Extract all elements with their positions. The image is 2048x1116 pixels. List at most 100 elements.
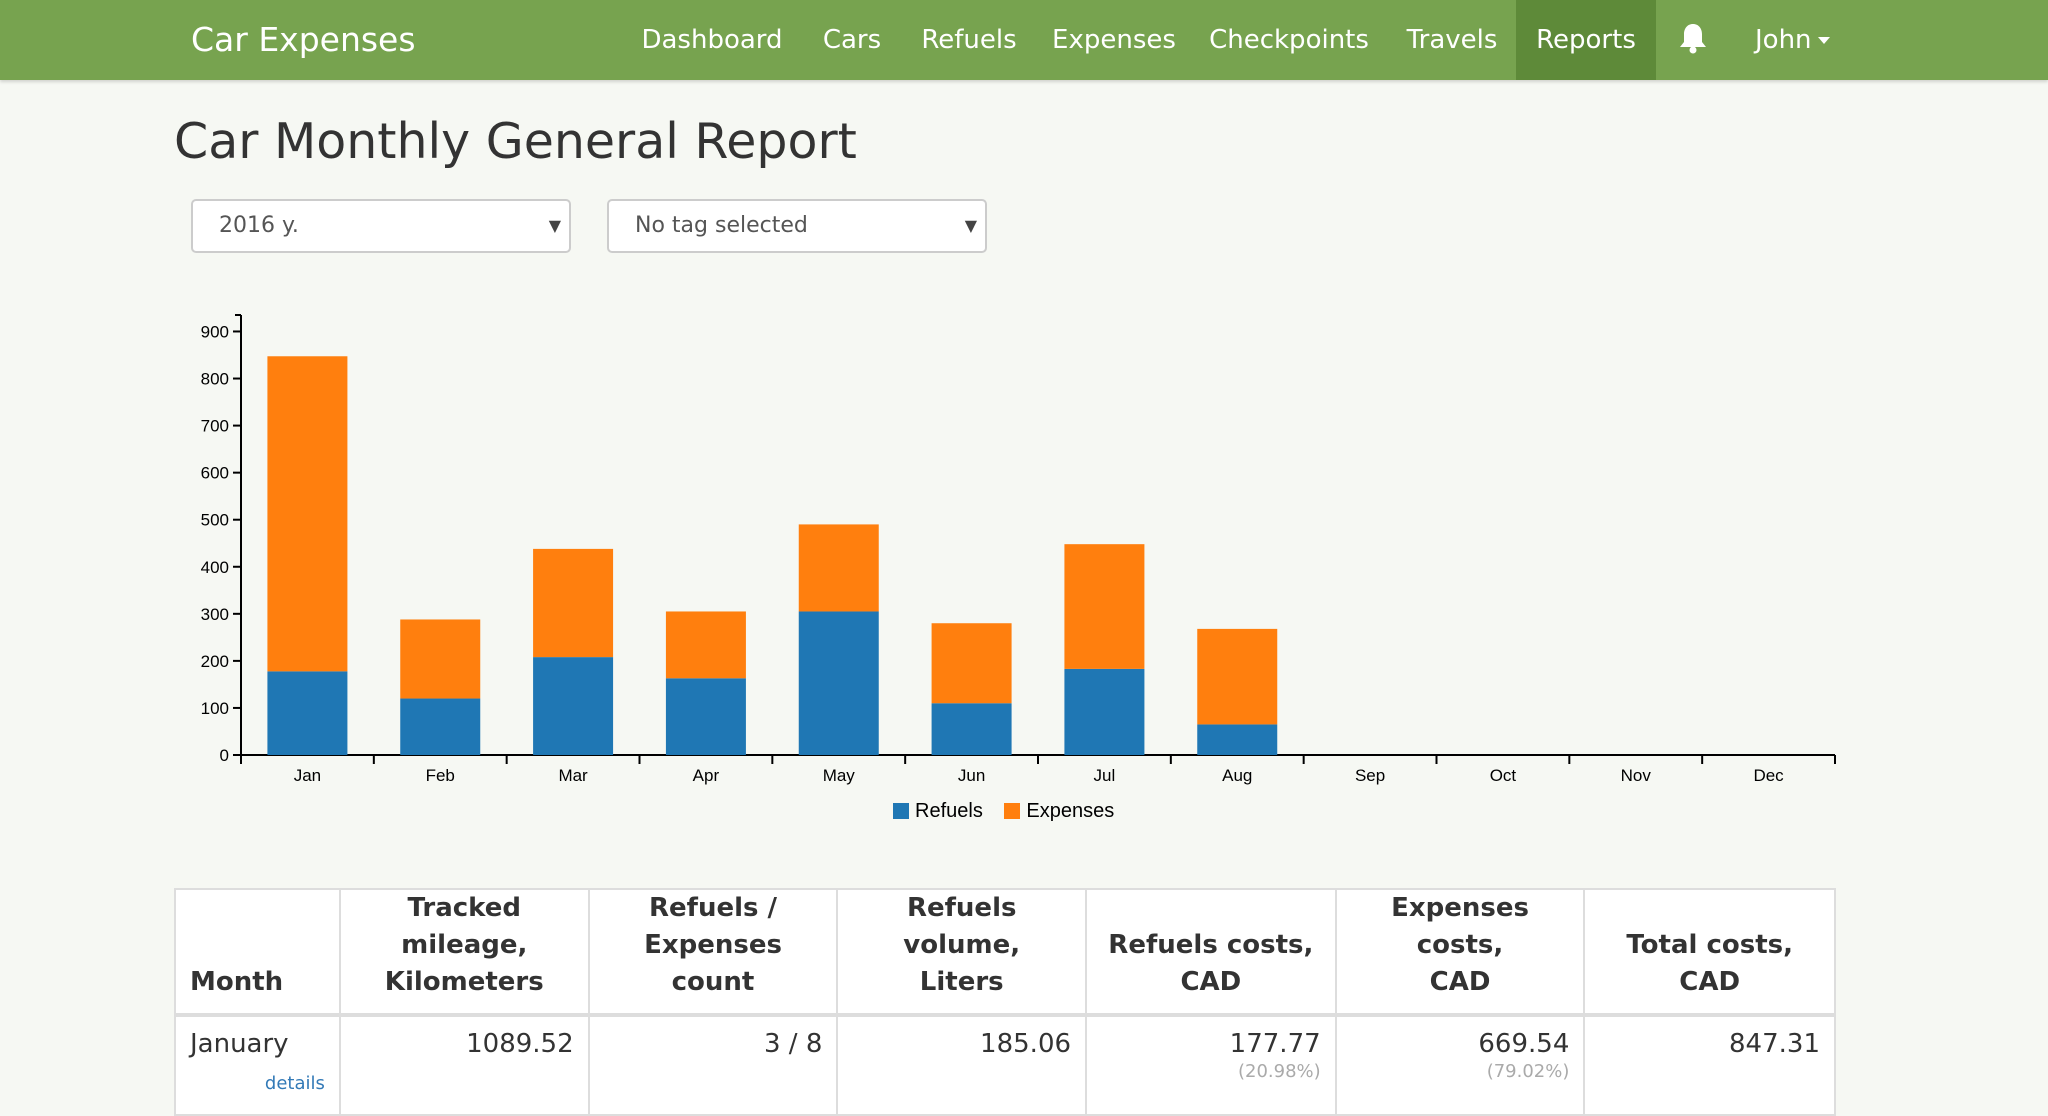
x-tick-label: Mar bbox=[558, 766, 588, 785]
column-header-label: CAD bbox=[1180, 967, 1242, 997]
bar-expenses-feb bbox=[400, 619, 481, 699]
x-tick-label: Nov bbox=[1621, 766, 1652, 785]
bar-refuels-apr bbox=[665, 678, 746, 755]
nav-refuels[interactable]: Refuels bbox=[921, 25, 1017, 55]
column-header-month[interactable]: Month bbox=[174, 888, 341, 1017]
column-header-label: Refuels volume, bbox=[903, 893, 1021, 960]
bar-expenses-may bbox=[798, 524, 879, 612]
nav-expenses[interactable]: Expenses bbox=[1052, 25, 1176, 55]
bar-refuels-aug bbox=[1197, 724, 1278, 755]
nav-cars[interactable]: Cars bbox=[822, 25, 882, 55]
bar-refuels-jun bbox=[931, 703, 1012, 755]
year-select[interactable]: 2016 y. ▼ bbox=[191, 199, 571, 253]
year-select-value: 2016 y. bbox=[219, 213, 299, 238]
top-navbar: Car Expenses Dashboard Cars Refuels Expe… bbox=[0, 0, 2048, 80]
dropdown-arrow-icon: ▼ bbox=[964, 216, 977, 235]
y-tick-label: 900 bbox=[201, 322, 229, 341]
column-header-total-costs[interactable]: Total costs, CAD bbox=[1583, 888, 1836, 1017]
bell-icon[interactable] bbox=[1678, 22, 1708, 56]
cell-refuel-cost: 177.77 (20.98%) bbox=[1085, 1014, 1337, 1116]
cell-expense-cost: 669.54 (79.02%) bbox=[1334, 1014, 1586, 1116]
bar-refuels-may bbox=[798, 611, 879, 755]
column-header-label: Expenses costs, bbox=[1391, 893, 1529, 960]
x-tick-label: Dec bbox=[1753, 766, 1784, 785]
cell-mileage: 1089.52 bbox=[338, 1014, 590, 1116]
bar-expenses-mar bbox=[533, 548, 614, 658]
bar-expenses-jan bbox=[267, 356, 348, 672]
column-header-label: Tracked mileage, bbox=[401, 893, 528, 960]
x-tick-label: Jun bbox=[958, 766, 985, 785]
bar-expenses-aug bbox=[1197, 628, 1278, 725]
user-name: John bbox=[1755, 25, 1812, 55]
chart-legend: Refuels Expenses bbox=[893, 800, 1130, 826]
legend-item-expenses[interactable]: Expenses bbox=[1004, 800, 1114, 823]
y-tick-label: 700 bbox=[201, 417, 229, 436]
y-tick-label: 600 bbox=[201, 464, 229, 483]
x-tick-label: Sep bbox=[1355, 766, 1385, 785]
y-tick-label: 400 bbox=[201, 558, 229, 577]
bar-refuels-jan bbox=[267, 671, 348, 755]
x-tick-label: May bbox=[823, 766, 856, 785]
legend-item-refuels[interactable]: Refuels bbox=[893, 800, 983, 823]
bar-expenses-jul bbox=[1064, 544, 1145, 669]
y-tick-label: 200 bbox=[201, 652, 229, 671]
bar-refuels-mar bbox=[533, 657, 614, 755]
table-header-row: Month Tracked mileage, Kilometers Refuels… bbox=[174, 888, 1836, 1017]
y-tick-label: 0 bbox=[220, 746, 229, 765]
legend-swatch-expenses bbox=[1004, 803, 1021, 819]
nav-checkpoints[interactable]: Checkpoints bbox=[1209, 25, 1369, 55]
x-tick-label: Aug bbox=[1222, 766, 1252, 785]
nav-dashboard[interactable]: Dashboard bbox=[641, 25, 783, 55]
month-name: January bbox=[190, 1029, 289, 1059]
details-link[interactable]: details bbox=[264, 1073, 325, 1094]
column-header-count[interactable]: Refuels / Expenses count bbox=[587, 888, 839, 1017]
cell-total-cost: 847.31 bbox=[1583, 1014, 1836, 1116]
table-row: January details 1089.52 3 / 8 185.06 177… bbox=[174, 1014, 1836, 1116]
y-tick-label: 800 bbox=[201, 370, 229, 389]
report-table: Month Tracked mileage, Kilometers Refuels… bbox=[174, 888, 1836, 1116]
column-header-label: Liters bbox=[919, 967, 1004, 997]
brand-logo[interactable]: Car Expenses bbox=[191, 20, 416, 59]
tag-select[interactable]: No tag selected ▼ bbox=[607, 199, 987, 253]
tag-select-value: No tag selected bbox=[635, 213, 808, 238]
legend-label-expenses: Expenses bbox=[1026, 800, 1115, 822]
column-header-label: Total costs, bbox=[1626, 930, 1793, 960]
cell-volume: 185.06 bbox=[836, 1014, 1088, 1116]
cell-count: 3 / 8 bbox=[587, 1014, 839, 1116]
nav-travels[interactable]: Travels bbox=[1406, 25, 1498, 55]
column-header-label: Refuels / bbox=[648, 893, 778, 923]
column-header-label: Kilometers bbox=[384, 967, 544, 997]
y-tick-label: 300 bbox=[201, 605, 229, 624]
bar-expenses-jun bbox=[931, 623, 1012, 704]
bar-refuels-feb bbox=[400, 698, 481, 755]
cell-month: January details bbox=[174, 1014, 341, 1116]
column-header-label: Month bbox=[190, 967, 284, 997]
column-header-label: Refuels costs, bbox=[1108, 930, 1314, 960]
x-tick-label: Jan bbox=[294, 766, 321, 785]
user-menu[interactable]: John bbox=[1755, 0, 1830, 80]
y-tick-label: 500 bbox=[201, 511, 229, 530]
column-header-label: CAD bbox=[1429, 967, 1491, 997]
monthly-cost-chart: 0 100 200 300 400 500 600 700 800 900 Jan Feb Mar Apr… bbox=[201, 314, 1836, 785]
dropdown-arrow-icon: ▼ bbox=[548, 216, 561, 235]
column-header-expense-costs[interactable]: Expenses costs, CAD bbox=[1334, 888, 1586, 1017]
column-header-refuel-costs[interactable]: Refuels costs, CAD bbox=[1085, 888, 1337, 1017]
legend-label-refuels: Refuels bbox=[915, 800, 983, 822]
column-header-label: Expenses count bbox=[644, 930, 782, 997]
legend-swatch-refuels bbox=[893, 803, 909, 819]
bar-refuels-jul bbox=[1064, 668, 1145, 755]
refuel-cost-value: 177.77 bbox=[1229, 1029, 1321, 1059]
nav-reports[interactable]: Reports bbox=[1516, 0, 1656, 80]
expense-cost-value: 669.54 bbox=[1478, 1029, 1570, 1059]
bar-expenses-apr bbox=[665, 611, 746, 679]
column-header-mileage[interactable]: Tracked mileage, Kilometers bbox=[338, 888, 590, 1017]
x-tick-label: Oct bbox=[1490, 766, 1517, 785]
y-tick-label: 100 bbox=[201, 699, 229, 718]
page-title: Car Monthly General Report bbox=[174, 113, 857, 170]
column-header-volume[interactable]: Refuels volume, Liters bbox=[836, 888, 1088, 1017]
x-tick-label: Apr bbox=[693, 766, 720, 785]
chevron-down-icon bbox=[1817, 37, 1830, 44]
x-tick-label: Jul bbox=[1094, 766, 1116, 785]
x-tick-label: Feb bbox=[426, 766, 455, 785]
column-header-label: CAD bbox=[1679, 967, 1741, 997]
